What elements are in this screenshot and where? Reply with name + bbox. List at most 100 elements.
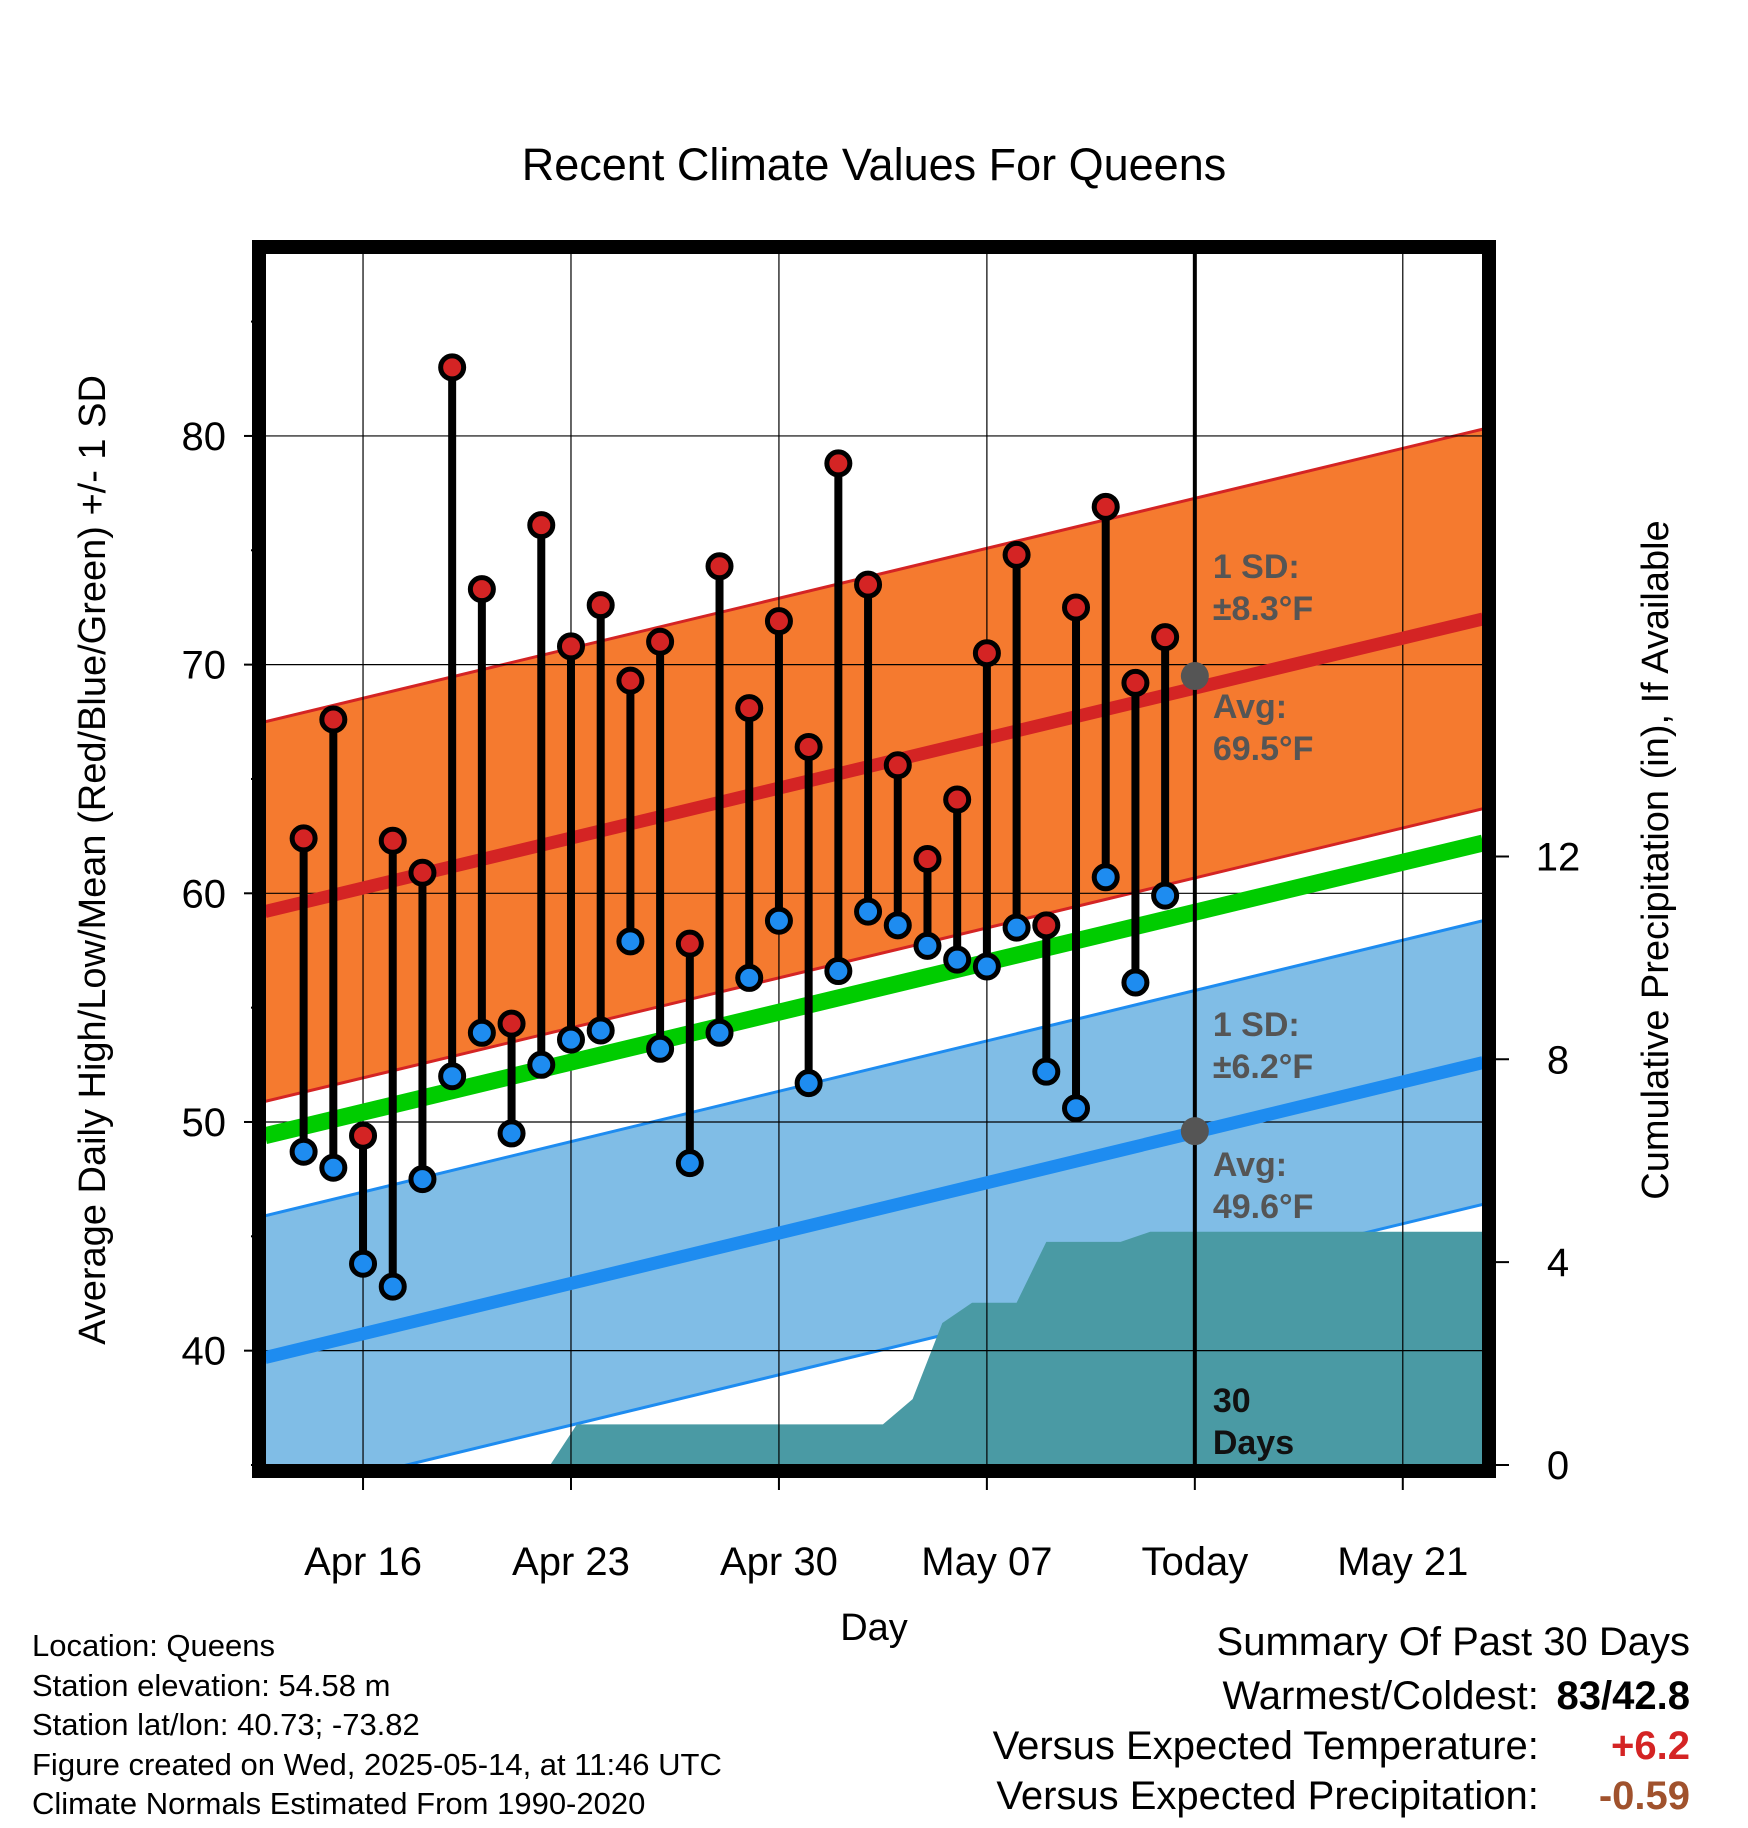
low-avg-annotation: Avg: (1213, 1146, 1287, 1184)
low-temp-point (1062, 1094, 1091, 1123)
low-temp-point (883, 911, 912, 940)
high-avg-annotation: 69.5°F (1213, 730, 1314, 768)
x-tick-label: Today (1141, 1540, 1248, 1584)
x-tick-label: May 21 (1337, 1540, 1468, 1584)
high-temp-point (289, 824, 318, 853)
low-temp-point (735, 963, 764, 992)
low-temp-point (1002, 913, 1031, 942)
normal-high-line (265, 612, 1483, 918)
created-text: Figure created on Wed, 2025-05-14, at 11… (32, 1746, 722, 1782)
normal-mean-line (265, 834, 1483, 1144)
y2-tick-label: 12 (1536, 835, 1581, 879)
low-temp-point (705, 1018, 734, 1047)
y2-tick-label: 8 (1547, 1038, 1569, 1082)
low-temp-point (319, 1153, 348, 1182)
warmest-label: Warmest/Coldest: (1222, 1674, 1539, 1718)
high-temp-point (497, 1009, 526, 1038)
y-tick-label: 50 (182, 1101, 227, 1145)
low-temp-point (289, 1137, 318, 1166)
low-temp-point (408, 1165, 437, 1194)
high-temp-point (943, 785, 972, 814)
low-temp-point (378, 1272, 407, 1301)
low-temp-point (497, 1119, 526, 1148)
high-temp-point (646, 627, 675, 656)
high-temp-point (1151, 623, 1180, 652)
y2-tick-label: 0 (1547, 1444, 1569, 1488)
y2-axis-label: Cumulative Precipitation (in), If Availa… (1635, 520, 1677, 1199)
low-temp-point (646, 1034, 675, 1063)
latlon-text: Station lat/lon: 40.73; -73.82 (32, 1707, 420, 1742)
station-info: Location: Queens Station elevation: 54.5… (32, 1626, 722, 1824)
high-temp-point (616, 666, 645, 695)
summary-panel: Summary Of Past 30 Days Warmest/Coldest:… (993, 1620, 1690, 1821)
y-tick-label: 70 (182, 644, 227, 688)
high-sd-annotation: ±8.3°F (1213, 590, 1313, 628)
low-temp-point (1121, 968, 1150, 997)
low-temp-point (556, 1025, 585, 1054)
high-temp-point (319, 705, 348, 734)
high-temp-point (824, 449, 853, 478)
low-temp-point (913, 931, 942, 960)
chart-title: Recent Climate Values For Queens (522, 139, 1227, 190)
elevation-text: Station elevation: 54.58 m (32, 1667, 391, 1703)
temp-value: +6.2 (1611, 1724, 1690, 1768)
today-low-avg-marker (1180, 1117, 1209, 1146)
low-temp-point (854, 897, 883, 926)
high-temp-point (349, 1121, 378, 1150)
y-tick-label: 40 (182, 1330, 227, 1374)
x-tick-label: Apr 16 (304, 1540, 422, 1584)
location-text: Location: Queens (32, 1628, 276, 1663)
low-temp-point (438, 1062, 467, 1091)
low-temp-point (349, 1249, 378, 1278)
x-tick-label: Apr 23 (512, 1540, 630, 1584)
high-temp-point (735, 694, 764, 723)
low-temp-point (824, 957, 853, 986)
low-avg-annotation: 49.6°F (1213, 1188, 1314, 1226)
high-avg-annotation: Avg: (1213, 688, 1287, 726)
low-temp-point (586, 1016, 615, 1045)
high-temp-point (675, 929, 704, 958)
plot-area (265, 253, 1483, 1465)
high-temp-point (764, 607, 793, 636)
today-high-avg-marker (1180, 662, 1209, 691)
normal-low-line (265, 1056, 1483, 1364)
high-temp-point (883, 751, 912, 780)
low-sd-band (265, 920, 1483, 1465)
x-axis-label: Day (840, 1607, 908, 1649)
y-tick-label: 80 (182, 415, 227, 459)
y-tick-label: 60 (182, 872, 227, 916)
x-tick-label: May 07 (921, 1540, 1052, 1584)
high-temp-point (527, 511, 556, 540)
low-temp-point (1091, 863, 1120, 892)
high-temp-point (438, 353, 467, 382)
precipitation-area (550, 1231, 1483, 1465)
low-temp-point (972, 952, 1001, 981)
axes: 40 50 60 70 80 0 4 8 12 Apr 16 Apr 23 Apr 30 May 07 T… (182, 320, 1581, 1584)
high-temp-point (586, 591, 615, 620)
low-temp-point (794, 1069, 823, 1098)
high-temp-point (408, 858, 437, 887)
high-temp-point (1062, 593, 1091, 622)
low-sd-annotation: 1 SD: (1213, 1006, 1300, 1044)
summary-warmest-row: Warmest/Coldest: 83/42.8 (993, 1671, 1691, 1721)
precip-value: -0.59 (1598, 1774, 1690, 1818)
high-temp-point (467, 575, 496, 604)
plot-frame (252, 240, 1496, 1478)
high-sd-lower-edge (265, 807, 1483, 1103)
high-temp-point (972, 639, 1001, 668)
high-temp-point (1032, 911, 1061, 940)
low-temp-point (943, 945, 972, 974)
low-temp-point (616, 927, 645, 956)
low-temp-point (675, 1149, 704, 1178)
low-sd-upper-edge (265, 919, 1483, 1218)
warmest-value: 83/42.8 (1556, 1674, 1690, 1718)
normals-text: Climate Normals Estimated From 1990-2020 (32, 1786, 646, 1821)
period-annotation: 30 (1213, 1382, 1251, 1420)
low-temp-point (1151, 881, 1180, 910)
summary-precip-row: Versus Expected Precipitation: -0.59 (993, 1771, 1690, 1821)
high-temp-point (1002, 540, 1031, 569)
high-temp-point (705, 552, 734, 581)
low-temp-point (527, 1050, 556, 1079)
plot-overlay: 1 SD: ±8.3°F Avg: 69.5°F 1 SD: ±6.2°F Avg: 49.6… (289, 353, 1314, 1462)
